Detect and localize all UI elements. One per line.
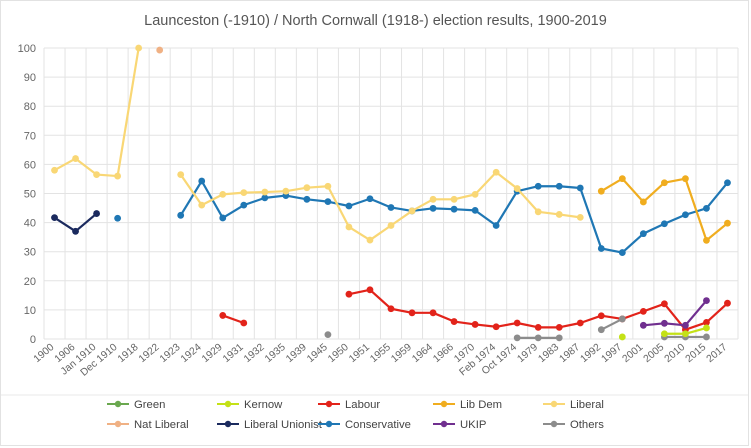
svg-text:1966: 1966	[431, 342, 456, 365]
svg-text:1918: 1918	[116, 342, 141, 365]
svg-text:1945: 1945	[305, 342, 330, 365]
svg-text:1997: 1997	[600, 342, 625, 365]
svg-text:50: 50	[24, 189, 36, 201]
svg-text:Liberal Unionist: Liberal Unionist	[244, 419, 323, 431]
svg-text:20: 20	[24, 276, 36, 288]
svg-text:100: 100	[18, 43, 36, 55]
svg-text:60: 60	[24, 159, 36, 171]
svg-text:1964: 1964	[410, 342, 435, 365]
svg-text:UKIP: UKIP	[460, 419, 486, 431]
svg-text:1951: 1951	[347, 342, 372, 365]
svg-text:Liberal: Liberal	[570, 399, 604, 411]
svg-text:1955: 1955	[368, 342, 393, 365]
svg-text:Others: Others	[570, 419, 604, 431]
svg-text:1992: 1992	[579, 342, 604, 365]
svg-text:1922: 1922	[137, 342, 162, 365]
svg-text:Green: Green	[134, 399, 165, 411]
svg-text:1924: 1924	[179, 342, 204, 365]
svg-text:Kernow: Kernow	[244, 399, 283, 411]
svg-text:1923: 1923	[158, 342, 183, 365]
svg-text:Conservative: Conservative	[345, 419, 411, 431]
svg-text:2017: 2017	[705, 342, 730, 365]
svg-text:1959: 1959	[389, 342, 414, 365]
svg-text:90: 90	[24, 72, 36, 84]
svg-text:1950: 1950	[326, 342, 351, 365]
svg-text:2005: 2005	[642, 342, 667, 365]
svg-text:1939: 1939	[284, 342, 309, 365]
svg-text:2010: 2010	[663, 342, 688, 365]
svg-text:2001: 2001	[621, 342, 646, 365]
svg-text:40: 40	[24, 218, 36, 230]
svg-text:10: 10	[24, 305, 36, 317]
svg-text:1929: 1929	[200, 342, 225, 365]
svg-text:30: 30	[24, 247, 36, 259]
svg-text:1979: 1979	[516, 342, 541, 365]
svg-text:1931: 1931	[221, 342, 246, 365]
svg-text:1932: 1932	[242, 342, 267, 365]
svg-text:70: 70	[24, 130, 36, 142]
svg-text:0: 0	[30, 334, 36, 346]
svg-text:1935: 1935	[263, 342, 288, 365]
svg-text:80: 80	[24, 101, 36, 113]
svg-text:1983: 1983	[537, 342, 562, 365]
svg-text:Labour: Labour	[345, 399, 380, 411]
svg-text:1987: 1987	[558, 342, 583, 365]
svg-text:Lib Dem: Lib Dem	[460, 399, 502, 411]
svg-text:2015: 2015	[684, 342, 709, 365]
svg-text:Nat Liberal: Nat Liberal	[134, 419, 189, 431]
